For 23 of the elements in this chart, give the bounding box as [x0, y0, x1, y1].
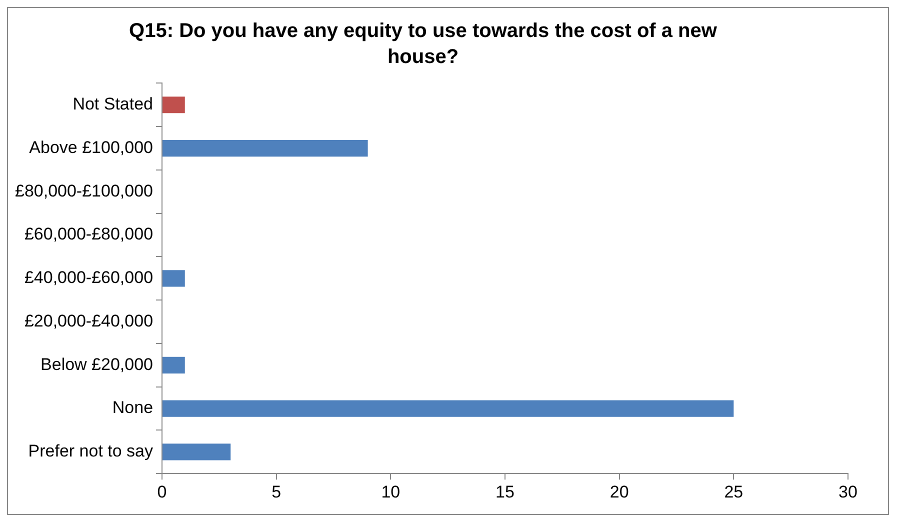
- y-tick-label: Prefer not to say: [28, 442, 154, 461]
- y-tick-label: £60,000-£80,000: [24, 224, 154, 244]
- bar: [162, 400, 734, 417]
- y-tick-label: £80,000-£100,000: [14, 181, 154, 200]
- x-tick-label: 0: [157, 482, 167, 502]
- y-tick-label: Above £100,000: [29, 138, 154, 157]
- x-tick-label: 25: [724, 482, 744, 502]
- bar: [162, 356, 185, 374]
- x-tick-label: 5: [272, 482, 282, 502]
- y-tick-label: None: [112, 398, 154, 418]
- bar: [162, 140, 368, 157]
- chart-title: Q15: Do you have any equity to use towards the cost of a new house?: [128, 19, 718, 70]
- y-tick-label: Below £20,000: [40, 354, 154, 374]
- y-tick-label: £40,000-£60,000: [24, 268, 154, 288]
- bar: [162, 270, 185, 287]
- x-tick-label: 20: [610, 482, 629, 502]
- bar: [162, 444, 231, 460]
- x-tick-label: 10: [381, 482, 400, 502]
- y-tick-label: Not Stated: [72, 94, 154, 114]
- y-tick-label: £20,000-£40,000: [24, 311, 154, 330]
- bar: [162, 96, 185, 114]
- x-tick-label: 30: [838, 482, 858, 502]
- x-tick-label: 15: [496, 482, 514, 502]
